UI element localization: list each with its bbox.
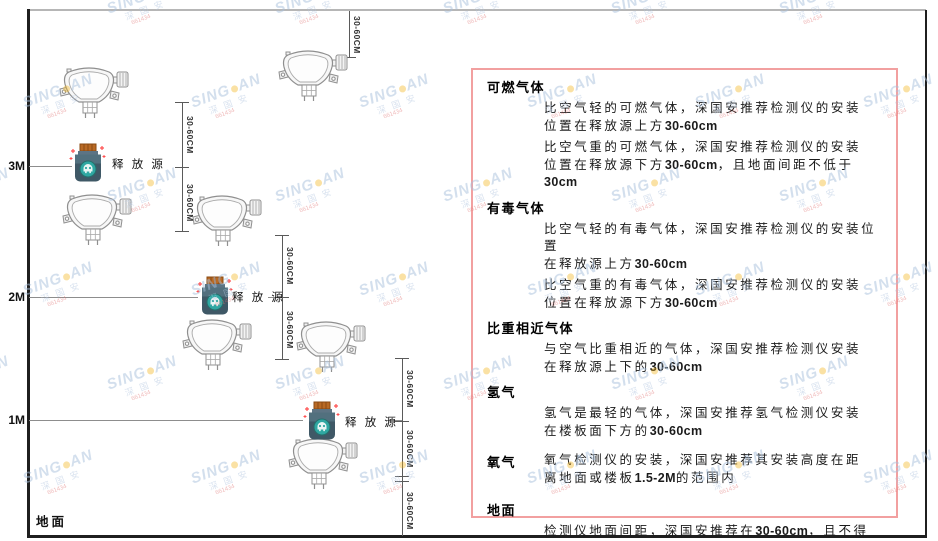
paragraph-line: 在楼板面下方的30-60cm [544,423,703,438]
dimension-line [182,102,183,231]
paragraph-line: 比空气重的有毒气体，深国安推荐检测仪的安装 [544,278,862,292]
dimension-line [349,11,350,57]
section-paragraph: 与空气比重相近的气体，深国安推荐检测仪安装 在释放源上下的30-60cm [544,341,884,376]
info-panel: 可燃气体比空气轻的可燃气体，深国安推荐检测仪的安装 位置在释放源上方30-60cm… [471,68,898,538]
dimension-tick [395,481,409,482]
section-paragraph: 比空气重的可燃气体，深国安推荐检测仪的安装 位置在释放源下方30-60cm，且地面… [544,139,884,192]
dimension-tick [275,297,289,298]
dimension-label: 30-60CM [185,184,195,222]
dimension-tick [175,167,189,168]
gas-detector-icon [179,315,253,378]
release-source-label: 释 放 源 [345,417,399,429]
wall-line [27,9,30,537]
paragraph-line: 比空气轻的有毒气体，深国安推荐检测仪的安装位置 [544,221,877,254]
section-paragraph: 氧气检测仪的安装，深国安推荐其安装高度在距 离地面或楼板1.5-2M的范围内 [544,452,884,487]
section-heading: 有毒气体 [487,200,546,216]
ceiling-line [27,9,926,11]
paragraph-line: 比空气轻的可燃气体，深国安推荐检测仪的安装 [544,101,862,115]
release-source-icon [69,143,107,190]
paragraph-line: 氧气检测仪的安装，深国安推荐其安装高度在距 [544,453,862,467]
paragraph-line: 在释放源上下的30-60cm [544,359,703,374]
paragraph-line: 检测仪地面间距，深国安推荐在30-60cm，且不得 [544,524,869,538]
release-source-label: 释 放 源 [112,159,166,171]
gas-detector-icon [59,190,133,253]
dimension-tick [275,359,289,360]
level-line [29,420,303,421]
paragraph-line: 离地面或楼板1.5-2M的范围内 [544,470,737,485]
dimension-tick [395,358,409,359]
panel-section-5: 氧气 氧气检测仪的安装，深国安推荐其安装高度在距 离地面或楼板1.5-2M的范围内 [487,452,884,487]
release-source-label: 释 放 源 [232,292,286,304]
dimension-label: 30-60CM [285,311,295,349]
right-border-line [925,10,927,538]
dimension-line [402,358,403,536]
dimension-label: 30-60CM [405,370,415,408]
section-paragraph: 比空气轻的有毒气体，深国安推荐检测仪的安装位置在释放源上方30-60cm [544,221,884,274]
section-heading: 比重相近气体 [487,321,575,336]
section-heading: 氢气 [487,385,517,400]
dimension-tick [175,231,189,232]
paragraph-line: 位置在释放源下方30-60cm，且地面间距不低于 [544,157,854,172]
paragraph-line: 氢气是最轻的气体，深国安推荐氢气检测仪安装 [544,406,862,420]
panel-section-6: 地面检测仪地面间距，深国安推荐在30-60cm，且不得小于30cm，因为过低容易… [487,503,884,541]
dimension-label: 30-60CM [405,430,415,468]
level-line [29,297,198,298]
release-source-icon [196,276,234,323]
section-heading: 地面 [487,503,517,518]
gas-detector-icon [189,191,263,254]
paragraph-line: 比空气重的可燃气体，深国安推荐检测仪的安装 [544,140,862,154]
section-paragraph: 比空气重的有毒气体，深国安推荐检测仪的安装 位置在释放源下方30-60cm [544,277,884,312]
panel-section-1: 可燃气体比空气轻的可燃气体，深国安推荐检测仪的安装 位置在释放源上方30-60cm… [487,80,884,192]
axis-label-1m: 1M [8,413,25,427]
section-paragraph: 氢气是最轻的气体，深国安推荐氢气检测仪安装 在楼板面下方的30-60cm [544,405,884,440]
dimension-label: 30-60CM [285,247,295,285]
paragraph-line: 位置在释放源下方30-60cm [544,295,718,310]
level-line [29,166,72,167]
gas-detector-icon [56,63,130,126]
axis-label-3m: 3M [8,159,25,173]
dimension-tick [342,57,356,58]
dimension-tick [395,476,409,477]
dimension-label: 30-60CM [352,16,362,54]
dimension-tick [395,421,409,422]
ground-label: 地面 [36,515,68,529]
dimension-tick [275,235,289,236]
dimension-tick [175,102,189,103]
dimension-label: 30-60CM [185,116,195,154]
panel-section-2: 有毒气体比空气轻的有毒气体，深国安推荐检测仪的安装位置在释放源上方30-60cm… [487,201,884,313]
paragraph-line: 位置在释放源上方30-60cm [544,118,718,133]
panel-section-4: 氢气氢气是最轻的气体，深国安推荐氢气检测仪安装 在楼板面下方的30-60cm [487,385,884,440]
paragraph-line: 与空气比重相近的气体，深国安推荐检测仪安装 [544,342,862,356]
dimension-label: 30-60CM [405,492,415,530]
ground-line [27,535,927,538]
level-line [387,420,402,421]
section-heading: 可燃气体 [487,80,546,95]
section-paragraph: 比空气轻的可燃气体，深国安推荐检测仪的安装 位置在释放源上方30-60cm [544,100,884,135]
gas-detector-icon [275,46,349,109]
section-paragraph: 检测仪地面间距，深国安推荐在30-60cm，且不得小于30cm，因为过低容易水溅… [544,523,884,541]
release-source-icon [303,401,341,448]
section-heading: 氧气 [487,455,517,470]
axis-label-2m: 2M [8,290,25,304]
paragraph-line: 30cm [544,175,578,189]
panel-section-3: 比重相近气体与空气比重相近的气体，深国安推荐检测仪安装 在释放源上下的30-60c… [487,321,884,376]
paragraph-line: 在释放源上方30-60cm [544,256,688,271]
gas-detector-icon [293,317,367,380]
